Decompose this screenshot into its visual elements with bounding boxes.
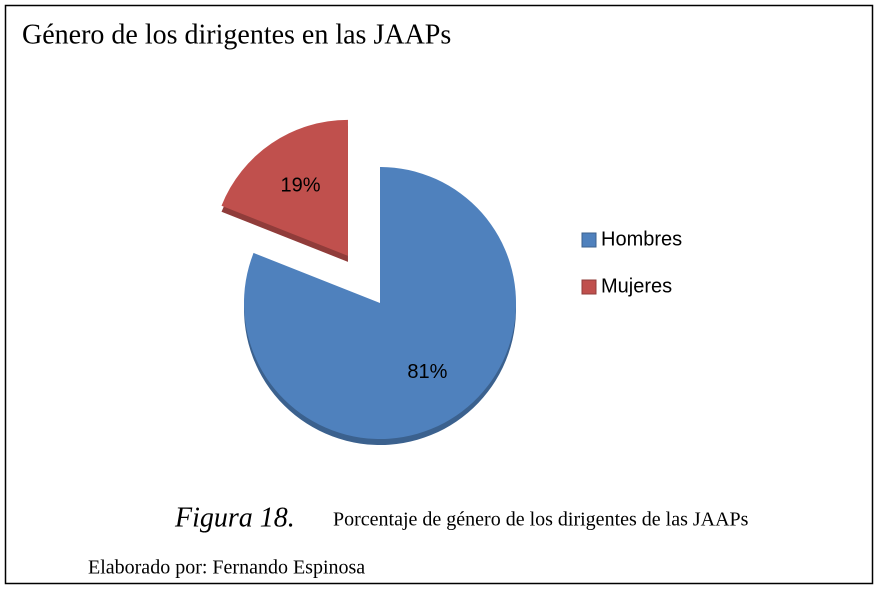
caption: Porcentaje de género de los dirigentes d… [333, 509, 749, 531]
pie-slice [221, 119, 348, 256]
data-label: 81% [407, 361, 447, 383]
chart-title: Género de los dirigentes en las JAAPs [22, 19, 451, 50]
credit: Elaborado por: Fernando Espinosa [88, 557, 365, 579]
legend-swatch [581, 279, 597, 295]
caption-label: Figura 18. [174, 502, 295, 533]
pie-slice [244, 167, 516, 440]
data-label: 19% [281, 174, 321, 196]
legend-label: Mujeres [601, 275, 672, 297]
legend-label: Hombres [601, 228, 682, 250]
legend-swatch [581, 232, 597, 248]
